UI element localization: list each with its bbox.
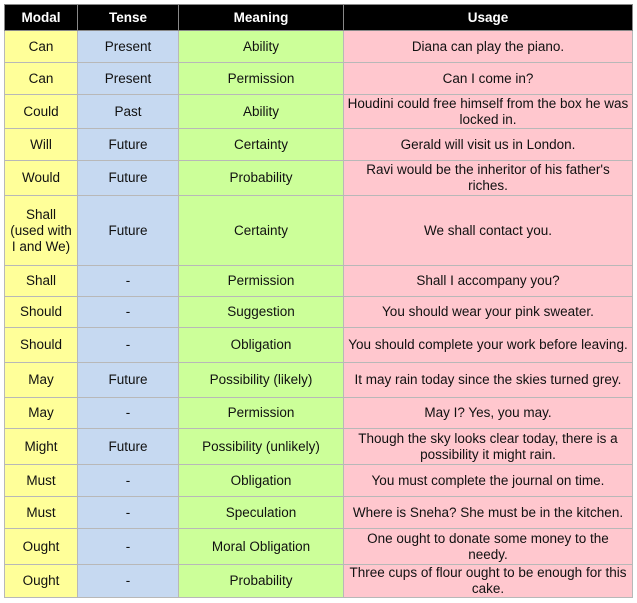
meaning-cell: Ability xyxy=(178,94,344,129)
meaning-cell: Obligation xyxy=(178,464,344,497)
modal-cell: Can xyxy=(4,62,78,95)
tense-cell: - xyxy=(77,564,179,598)
modal-cell: Can xyxy=(4,30,78,63)
table-row: Might Future Possibility (unlikely) Though … xyxy=(4,428,633,465)
meaning-cell: Probability xyxy=(178,564,344,598)
meaning-cell: Possibility (likely) xyxy=(178,362,344,398)
table-row: May Future Possibility (likely) It may rain… xyxy=(4,362,633,398)
modal-cell: Would xyxy=(4,160,78,196)
usage-cell: Ravi would be the inheritor of his fathe… xyxy=(343,160,633,196)
usage-cell: Can I come in? xyxy=(343,62,633,95)
table-row: Ought - Moral Obligation One ought to donat… xyxy=(4,528,633,565)
meaning-cell: Suggestion xyxy=(178,296,344,328)
modal-cell: Should xyxy=(4,296,78,328)
meaning-cell: Permission xyxy=(178,397,344,429)
tense-cell: Future xyxy=(77,160,179,196)
modal-cell: Ought xyxy=(4,528,78,565)
meaning-cell: Permission xyxy=(178,265,344,297)
table-row: Should - Obligation You should complete you… xyxy=(4,327,633,363)
meaning-cell: Possibility (unlikely) xyxy=(178,428,344,465)
tense-cell: Past xyxy=(77,94,179,129)
modal-cell: May xyxy=(4,397,78,429)
header-cell: Usage xyxy=(343,4,633,31)
table-row: Must - Obligation You must complete the jou… xyxy=(4,464,633,497)
tense-cell: Future xyxy=(77,128,179,161)
header-cell: Modal xyxy=(4,4,78,31)
usage-cell: We shall contact you. xyxy=(343,195,633,266)
usage-cell: Where is Sneha? She must be in the kitch… xyxy=(343,496,633,529)
usage-cell: Houdini could free himself from the box … xyxy=(343,94,633,129)
meaning-cell: Permission xyxy=(178,62,344,95)
meaning-cell: Certainty xyxy=(178,128,344,161)
modal-cell: Will xyxy=(4,128,78,161)
tense-cell: Present xyxy=(77,62,179,95)
header-row: Modal Tense Meaning Usage xyxy=(4,4,633,31)
tense-cell: - xyxy=(77,496,179,529)
meaning-cell: Moral Obligation xyxy=(178,528,344,565)
tense-cell: - xyxy=(77,265,179,297)
table-row: Must - Speculation Where is Sneha? She must… xyxy=(4,496,633,529)
tense-cell: - xyxy=(77,397,179,429)
header-cell: Tense xyxy=(77,4,179,31)
modal-cell: Must xyxy=(4,464,78,497)
meaning-cell: Speculation xyxy=(178,496,344,529)
usage-cell: One ought to donate some money to the ne… xyxy=(343,528,633,565)
table-row: Shall (used with I and We) Future Certaint… xyxy=(4,195,633,266)
usage-cell: Three cups of flour ought to be enough f… xyxy=(343,564,633,598)
tense-cell: Future xyxy=(77,195,179,266)
meaning-cell: Ability xyxy=(178,30,344,63)
table-row: Shall - Permission Shall I accompany you? xyxy=(4,265,633,297)
usage-cell: You must complete the journal on time. xyxy=(343,464,633,497)
table-row: Can Present Ability Diana can play the pian… xyxy=(4,30,633,63)
table-row: Ought - Probability Three cups of flour oug… xyxy=(4,564,633,598)
modal-cell: Should xyxy=(4,327,78,363)
usage-cell: Gerald will visit us in London. xyxy=(343,128,633,161)
tense-cell: - xyxy=(77,528,179,565)
usage-cell: Shall I accompany you? xyxy=(343,265,633,297)
meaning-cell: Certainty xyxy=(178,195,344,266)
table-body: Can Present Ability Diana can play the pian… xyxy=(4,30,633,598)
tense-cell: - xyxy=(77,464,179,497)
table-row: Could Past Ability Houdini could free himse… xyxy=(4,94,633,129)
usage-cell: You should wear your pink sweater. xyxy=(343,296,633,328)
modal-cell: May xyxy=(4,362,78,398)
tense-cell: Present xyxy=(77,30,179,63)
modals-table: Modal Tense Meaning Usage Can Present Ability… xyxy=(4,4,633,598)
meaning-cell: Probability xyxy=(178,160,344,196)
usage-cell: Though the sky looks clear today, there … xyxy=(343,428,633,465)
tense-cell: - xyxy=(77,296,179,328)
modal-cell: Could xyxy=(4,94,78,129)
table-row: Would Future Probability Ravi would be the … xyxy=(4,160,633,196)
modal-cell: Might xyxy=(4,428,78,465)
table-row: Can Present Permission Can I come in? xyxy=(4,62,633,95)
header-cell: Meaning xyxy=(178,4,344,31)
modal-cell: Must xyxy=(4,496,78,529)
usage-cell: Diana can play the piano. xyxy=(343,30,633,63)
usage-cell: You should complete your work before lea… xyxy=(343,327,633,363)
usage-cell: It may rain today since the skies turned… xyxy=(343,362,633,398)
modal-cell: Shall xyxy=(4,265,78,297)
usage-cell: May I? Yes, you may. xyxy=(343,397,633,429)
tense-cell: - xyxy=(77,327,179,363)
tense-cell: Future xyxy=(77,428,179,465)
meaning-cell: Obligation xyxy=(178,327,344,363)
table-row: May - Permission May I? Yes, you may. xyxy=(4,397,633,429)
table-row: Will Future Certainty Gerald will visit us … xyxy=(4,128,633,161)
modal-cell: Shall (used with I and We) xyxy=(4,195,78,266)
tense-cell: Future xyxy=(77,362,179,398)
table-row: Should - Suggestion You should wear your pi… xyxy=(4,296,633,328)
modal-cell: Ought xyxy=(4,564,78,598)
